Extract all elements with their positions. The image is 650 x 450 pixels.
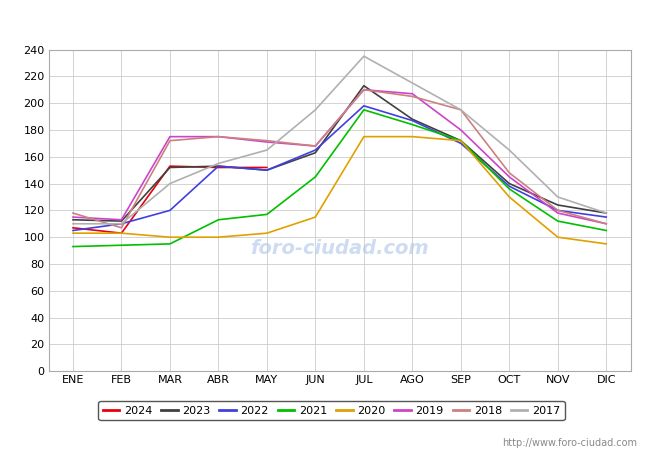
Text: http://www.foro-ciudad.com: http://www.foro-ciudad.com xyxy=(502,438,637,448)
Legend: 2024, 2023, 2022, 2021, 2020, 2019, 2018, 2017: 2024, 2023, 2022, 2021, 2020, 2019, 2018… xyxy=(98,401,565,420)
Text: foro-ciudad.com: foro-ciudad.com xyxy=(250,239,429,258)
Text: Afiliados en Alquézar a 31/5/2024: Afiliados en Alquézar a 31/5/2024 xyxy=(196,10,454,27)
